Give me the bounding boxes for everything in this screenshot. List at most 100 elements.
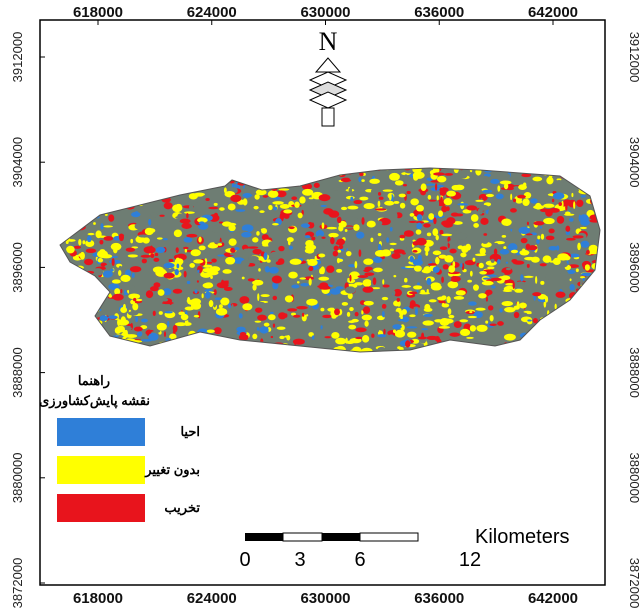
- patch: [273, 296, 278, 300]
- patch: [514, 289, 523, 293]
- patch: [519, 227, 531, 234]
- patch: [442, 319, 454, 324]
- patch: [268, 190, 279, 198]
- patch: [552, 199, 554, 203]
- x-tick-label-top: 630000: [300, 4, 350, 21]
- patch: [429, 200, 437, 202]
- patch: [423, 314, 433, 317]
- patch: [383, 329, 385, 335]
- patch: [569, 284, 574, 291]
- patch: [186, 300, 197, 302]
- patch: [217, 243, 222, 246]
- patch: [585, 264, 590, 271]
- patch: [459, 319, 468, 322]
- patch: [554, 180, 564, 187]
- patch: [379, 197, 384, 200]
- patch: [141, 255, 151, 258]
- legend-label: بدون تغییر: [144, 462, 200, 478]
- patch: [141, 319, 148, 323]
- patch: [320, 308, 324, 312]
- patch: [486, 194, 494, 197]
- patch: [165, 311, 173, 313]
- patch: [278, 246, 284, 251]
- patch: [180, 219, 191, 224]
- patch: [141, 339, 152, 342]
- patch: [576, 200, 583, 207]
- patch: [504, 307, 516, 312]
- patch: [503, 246, 506, 249]
- patch: [82, 240, 85, 244]
- patch: [205, 198, 209, 201]
- patch: [126, 248, 135, 252]
- patch: [377, 334, 386, 337]
- patch: [362, 286, 373, 292]
- patch: [405, 266, 416, 268]
- patch: [189, 204, 193, 209]
- patch: [445, 276, 451, 280]
- patch: [454, 296, 464, 300]
- patch: [541, 234, 544, 240]
- patch: [353, 200, 362, 204]
- patch: [378, 201, 381, 207]
- patch: [185, 307, 195, 311]
- patch: [455, 213, 464, 216]
- patch: [527, 264, 530, 268]
- patch: [311, 237, 315, 241]
- patch: [191, 222, 195, 225]
- patch: [254, 194, 259, 200]
- patch: [497, 185, 500, 191]
- patch: [401, 285, 411, 288]
- y-tick-label-right: 3904000: [627, 137, 642, 188]
- patch: [88, 233, 95, 235]
- patch: [314, 183, 320, 188]
- patch: [358, 177, 361, 182]
- patch: [273, 207, 277, 211]
- patch: [214, 203, 218, 206]
- patch: [399, 235, 405, 239]
- patch: [499, 308, 502, 313]
- patch: [290, 259, 302, 265]
- patch: [475, 200, 484, 202]
- patch: [248, 278, 255, 281]
- patch: [447, 296, 451, 303]
- patch: [376, 221, 383, 226]
- patch: [198, 237, 201, 243]
- patch: [448, 281, 459, 288]
- patch: [527, 222, 529, 226]
- patch: [553, 192, 564, 199]
- patch: [556, 292, 566, 298]
- patch: [80, 252, 85, 260]
- patch: [363, 306, 370, 314]
- patch: [528, 245, 538, 250]
- x-tick-label-bottom: 618000: [73, 590, 123, 607]
- patch: [349, 275, 351, 282]
- patch: [405, 340, 410, 347]
- patch: [466, 205, 477, 210]
- patch: [261, 294, 270, 297]
- patch: [144, 246, 156, 253]
- patch: [527, 319, 531, 321]
- patch: [273, 323, 275, 327]
- x-tick-label-bottom: 642000: [528, 590, 578, 607]
- patch: [393, 275, 396, 277]
- patch: [362, 315, 372, 321]
- patch: [258, 333, 263, 336]
- patch: [540, 208, 548, 212]
- patch: [406, 326, 417, 328]
- patch: [222, 221, 232, 226]
- patch: [373, 257, 382, 263]
- patch: [503, 290, 513, 292]
- patch: [494, 249, 497, 256]
- patch: [252, 237, 258, 242]
- patch: [257, 293, 259, 301]
- patch: [259, 326, 268, 333]
- y-tick-label-right: 3896000: [627, 242, 642, 293]
- x-tick-label-bottom: 624000: [187, 590, 237, 607]
- patch: [433, 266, 440, 273]
- patch: [230, 195, 241, 202]
- patch: [427, 233, 431, 237]
- patch: [433, 313, 437, 318]
- patch: [128, 254, 138, 257]
- patch: [259, 210, 264, 213]
- patch: [383, 182, 386, 188]
